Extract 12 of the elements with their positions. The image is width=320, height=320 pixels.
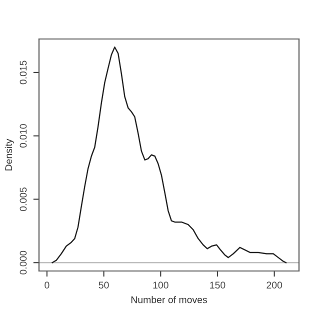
x-axis-title: Number of moves [131, 296, 208, 304]
line-series [52, 46, 287, 264]
y-tick-label: 0.015 [20, 60, 27, 84]
x-tick-label: 100 [153, 282, 168, 289]
y-axis-title: Density [4, 138, 14, 170]
y-tick-label: 0.000 [20, 250, 27, 274]
x-tick-label: 200 [266, 282, 282, 289]
x-tick-label: 50 [98, 282, 109, 289]
x-tick-label: 0 [44, 282, 50, 289]
y-tick-label: 0.010 [20, 124, 27, 148]
x-tick-label: 150 [210, 282, 226, 289]
y-tick-label: 0.005 [20, 187, 27, 212]
